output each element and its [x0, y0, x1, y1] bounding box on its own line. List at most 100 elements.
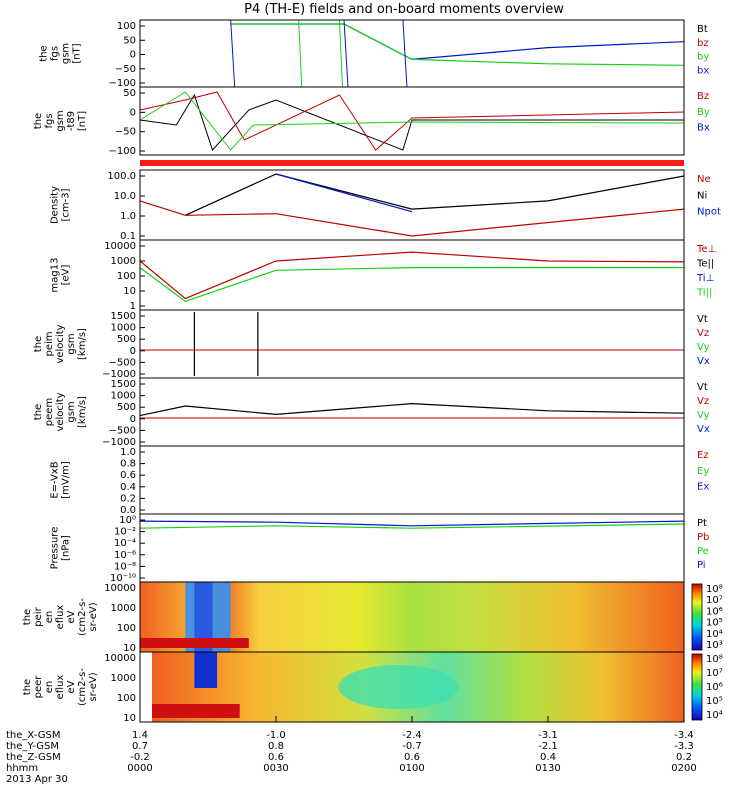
legend-ne: Ne: [697, 174, 711, 185]
ylabel-line: gsm: [55, 110, 66, 131]
legend-pe: Pe: [697, 546, 709, 557]
legend-pi: Pi: [697, 560, 706, 571]
panel-fgs_t89-ylabel: thefgsgsm-t89[nT]: [33, 110, 88, 131]
y-tick-label: 10: [123, 643, 136, 654]
ylabel-line: eV: [66, 680, 77, 693]
colorbar-label: 10⁵: [706, 618, 723, 629]
ylabel-line: (cm2-s-: [77, 598, 88, 636]
ephemeris-label: the_Y-GSM: [6, 741, 59, 752]
ylabel-line: the: [22, 679, 33, 695]
y-tick-label: 1000: [111, 391, 136, 402]
ylabel-line: eV: [66, 610, 77, 623]
y-tick-label: −50: [115, 127, 136, 138]
panel-peer-ylabel: thepeerenefluxeV(cm2-s-sr-eV): [22, 668, 99, 706]
ephemeris-label: hhmm: [6, 763, 38, 774]
ylabel-line: sr-eV): [88, 602, 99, 631]
series-by: [230, 23, 685, 66]
ylabel-line: Density: [50, 186, 61, 224]
ephemeris-label: the_X-GSM: [6, 730, 60, 741]
legend-ti: Ti⊥: [696, 273, 714, 284]
y-tick-label: −1000: [102, 369, 136, 380]
y-tick-label: 10⁻⁶: [114, 550, 136, 561]
panel-fgs_t89: thefgsgsm-t89[nT] 50 0 −50 −100 Bz By Bx: [33, 88, 710, 157]
legend-bx: Bx: [697, 123, 710, 134]
colorbar-label: 10⁵: [706, 696, 723, 707]
series-pt: [139, 520, 685, 527]
ephemeris-value: -2.4: [402, 730, 422, 741]
ephemeris-value: -1.0: [266, 730, 286, 741]
y-tick-label: 0.6: [120, 470, 136, 481]
y-tick-label: 0: [130, 346, 136, 357]
y-tick-label: 0: [130, 414, 136, 425]
ephemeris-value: 0.4: [540, 752, 556, 763]
ylabel-line: en: [44, 681, 55, 694]
ylabel-line: Pressure: [50, 527, 61, 570]
legend-vx: Vx: [697, 356, 710, 367]
ephemeris-value: -3.1: [538, 730, 558, 741]
y-tick-label: −100: [109, 78, 136, 89]
y-tick-label: 500: [117, 402, 136, 413]
series-ni: [185, 173, 685, 216]
ylabel-line: en: [44, 611, 55, 624]
ylabel-line: peem: [44, 398, 55, 426]
ylabel-line: peer: [33, 675, 44, 699]
legend-vz: Vz: [697, 328, 709, 339]
legend-ez: Ez: [697, 450, 709, 461]
ylabel-line: (cm2-s-: [77, 668, 88, 706]
y-tick-label: 10000: [104, 583, 136, 594]
colorbar-label: 10⁷: [706, 595, 723, 606]
legend-ex: Ex: [697, 482, 709, 493]
ylabel-line: eflux: [55, 675, 66, 700]
ylabel-line: the: [33, 336, 44, 352]
panel-temp-ylabel: mag13[eV]: [50, 258, 72, 293]
field-spike: [343, 19, 349, 88]
y-tick-label: 1.0: [120, 211, 136, 222]
panel-frame: [139, 86, 685, 156]
colorbar-label: 10⁶: [706, 606, 723, 617]
y-tick-label: 10000: [104, 241, 136, 252]
panel-pressure-ylabel: Pressure[nPa]: [50, 527, 72, 570]
panel-peim_v-ylabel: thepeimvelocitygsm[km/s]: [33, 324, 88, 363]
legend-ti||: Ti||: [696, 288, 712, 299]
ephemeris-value: 0.6: [404, 752, 420, 763]
y-tick-label: 1000: [111, 323, 136, 334]
ylabel-line: [cm-3]: [61, 188, 72, 221]
field-spike: [402, 19, 408, 88]
y-tick-label: 1000: [111, 256, 136, 267]
colorbar-label: 10⁸: [706, 584, 723, 595]
series-npot: [275, 173, 413, 213]
ylabel-line: fgs: [50, 46, 61, 61]
y-tick-label: 0.0: [120, 505, 136, 516]
series-pe: [139, 523, 685, 529]
legend-ey: Ey: [697, 466, 709, 477]
ephemeris-value: -3.4: [674, 730, 694, 741]
panel-peir: thepeirenefluxeV(cm2-s-sr-eV) 10000 1000 10…: [22, 583, 723, 654]
y-tick-label: 0.8: [120, 459, 136, 470]
y-tick-label: 10⁻²: [114, 527, 136, 538]
ylabel-line: peim: [44, 331, 55, 356]
ephemeris-value: 0.6: [268, 752, 284, 763]
ephemeris-value: 0.2: [676, 752, 692, 763]
ephemeris-value: -0.2: [130, 752, 150, 763]
y-tick-label: −1000: [102, 437, 136, 448]
ephemeris-value: 0100: [399, 763, 424, 774]
panel-peer: thepeerenefluxeV(cm2-s-sr-eV) 10000 1000 10…: [22, 653, 723, 724]
ylabel-line: gsm: [66, 333, 77, 354]
y-tick-label: 10⁻¹⁰: [110, 573, 136, 584]
y-tick-label: 1: [130, 301, 136, 312]
ephemeris-value: 1.4: [132, 730, 148, 741]
y-tick-label: −50: [115, 64, 136, 75]
legend-vz: Vz: [697, 396, 709, 407]
legend-by: By: [697, 107, 710, 118]
y-tick-label: 0: [130, 50, 136, 61]
y-tick-label: 10.0: [114, 191, 136, 202]
y-tick-label: 0: [130, 107, 136, 118]
y-tick-label: 100: [117, 623, 136, 634]
spectrogram-peer-plasmasphere: [338, 665, 459, 709]
spectrogram-peer-low-energy: [152, 704, 240, 718]
y-tick-label: 1000: [111, 673, 136, 684]
legend-ni: Ni: [697, 190, 707, 201]
ephemeris-value: -2.1: [538, 741, 558, 752]
panel-temp: mag13[eV] 10000 1000 100 10 1 Te⊥ Te|| Ti⊥ Ti||: [50, 241, 717, 312]
